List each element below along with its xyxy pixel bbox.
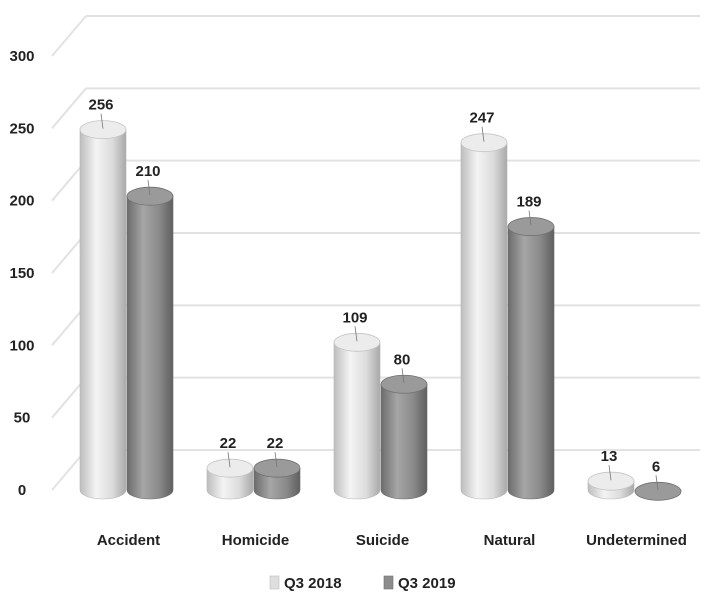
- bar: [460, 126, 508, 500]
- data-label: 13: [601, 448, 618, 465]
- y-tick-label: 0: [18, 482, 26, 499]
- x-tick-label: Suicide: [356, 532, 409, 549]
- legend-swatch: [269, 575, 280, 590]
- bar: [253, 452, 301, 500]
- legend-item: Q3 2019: [383, 575, 456, 592]
- legend-label: Q3 2019: [398, 575, 456, 592]
- legend: Q3 2018 Q3 2019: [269, 575, 456, 592]
- data-label: 22: [267, 435, 284, 452]
- bar: [634, 475, 682, 501]
- bar: [79, 113, 127, 500]
- y-tick-label: 250: [9, 120, 34, 137]
- x-tick-label: Homicide: [222, 532, 290, 549]
- gridline: [51, 15, 700, 57]
- y-tick-label: 100: [9, 337, 34, 354]
- data-label: 109: [342, 309, 367, 326]
- y-axis: 0 50 100 150 200 250 300: [9, 48, 34, 499]
- data-label: 210: [135, 163, 160, 180]
- x-tick-label: Accident: [97, 532, 160, 549]
- y-tick-label: 300: [9, 48, 34, 65]
- gridlines: [51, 15, 700, 491]
- y-tick-label: 150: [9, 265, 34, 282]
- gridline: [51, 87, 700, 129]
- bar: [126, 180, 174, 500]
- y-tick-label: 200: [9, 193, 34, 210]
- data-label: 22: [220, 435, 237, 452]
- data-labels: 256 210 22 22 109 80 247 189 13 6: [88, 97, 660, 476]
- data-label: 256: [88, 97, 113, 114]
- x-tick-label: Undetermined: [586, 532, 687, 549]
- data-label: 189: [516, 194, 541, 211]
- legend-swatch: [383, 575, 394, 590]
- data-label: 247: [469, 110, 494, 127]
- data-label: 80: [394, 351, 411, 368]
- bar: [206, 452, 254, 500]
- bar: [587, 465, 635, 500]
- x-axis: Accident Homicide Suicide Natural Undetermin…: [97, 532, 687, 549]
- bar: [333, 326, 381, 500]
- y-tick-label: 50: [14, 410, 31, 427]
- x-tick-label: Natural: [484, 532, 536, 549]
- bar: [380, 368, 428, 500]
- bar: [507, 210, 555, 500]
- legend-item: Q3 2018: [269, 575, 342, 592]
- legend-label: Q3 2018: [284, 575, 342, 592]
- bars: [79, 113, 682, 501]
- data-label: 6: [652, 458, 660, 475]
